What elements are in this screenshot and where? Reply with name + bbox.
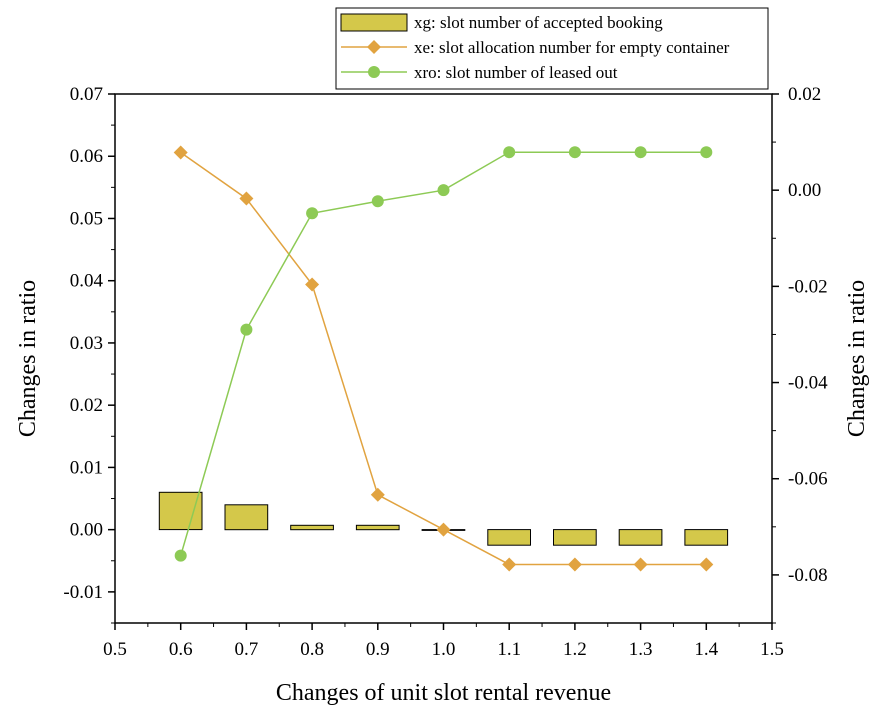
legend-box xyxy=(335,7,769,90)
x-tick-label: 0.8 xyxy=(300,639,324,660)
point-xe xyxy=(699,557,714,572)
y2-tick-label: -0.08 xyxy=(788,565,828,586)
x-tick-label: 1.4 xyxy=(694,639,718,660)
y-tick-label: 0.04 xyxy=(70,271,104,292)
x-tick-label: 1.2 xyxy=(563,639,587,660)
y-tick-label: 0.02 xyxy=(70,395,103,416)
x-tick-label: 0.6 xyxy=(169,639,193,660)
y-tick-label: 0.06 xyxy=(70,146,103,167)
point-xro xyxy=(634,146,647,159)
point-xe xyxy=(370,487,385,502)
y-tick-label: 0.01 xyxy=(70,457,103,478)
y-tick-label: -0.01 xyxy=(63,582,103,603)
point-xe xyxy=(436,522,451,537)
point-xro xyxy=(240,323,253,336)
y-tick-label: 0.00 xyxy=(70,520,103,541)
x-tick-label: 1.5 xyxy=(760,639,784,660)
point-xe xyxy=(305,277,320,292)
y-tick-label: 0.03 xyxy=(70,333,103,354)
legend-marker-xro xyxy=(368,66,380,78)
y-axis-title: Changes in ratio xyxy=(15,280,41,437)
x-tick-label: 1.1 xyxy=(497,639,521,660)
point-xro xyxy=(437,184,450,197)
y2-tick-label: 0.02 xyxy=(788,84,821,105)
bar-xg xyxy=(684,529,729,546)
bar-xg xyxy=(553,529,597,546)
lines-layer xyxy=(173,145,714,572)
point-xe xyxy=(633,557,648,572)
point-xro xyxy=(371,195,384,208)
y2-axis-title: Changes in ratio xyxy=(844,280,870,437)
y2-tick-label: -0.04 xyxy=(788,373,828,394)
point-xe xyxy=(239,191,254,206)
bar-xg xyxy=(487,529,531,546)
bar-xg xyxy=(158,491,203,531)
legend-marker-xe xyxy=(367,40,381,54)
point-xro xyxy=(306,207,319,220)
y2-tick-label: -0.02 xyxy=(788,276,828,297)
bar-xg xyxy=(618,529,663,546)
point-xro xyxy=(503,146,516,159)
point-xro xyxy=(174,549,187,562)
point-xro xyxy=(700,146,713,159)
legend-label-xg: xg: slot number of accepted booking xyxy=(414,13,663,32)
y-tick-label: 0.05 xyxy=(70,208,103,229)
series-line-xro xyxy=(179,151,707,556)
legend-label-xe: xe: slot allocation number for empty con… xyxy=(414,38,730,57)
bar-xg xyxy=(355,524,400,531)
y-tick-label: 0.07 xyxy=(70,84,103,105)
ticks-layer: 0.5 0.6 0.7 0.8 0.9 1.0 1.1 1.2 1.3 1.4 1.5 -0.01 0.… xyxy=(63,84,828,660)
legend-items: xg: slot number of accepted booking xe: s… xyxy=(340,13,730,82)
bars-layer xyxy=(158,491,729,546)
legend-swatch-xg xyxy=(340,13,408,32)
point-xro xyxy=(568,146,581,159)
y2-tick-label: -0.06 xyxy=(788,469,828,490)
point-xe xyxy=(173,145,188,160)
legend-label-xro: xro: slot number of leased out xyxy=(414,63,618,82)
plot-frame xyxy=(114,93,773,624)
bar-xg xyxy=(224,504,269,531)
x-tick-label: 1.0 xyxy=(432,639,456,660)
point-xe xyxy=(502,557,517,572)
bar-xg xyxy=(290,524,334,531)
legend: xg: slot number of accepted booking xe: s… xyxy=(335,7,769,90)
point-xe xyxy=(567,557,582,572)
x-tick-label: 0.5 xyxy=(103,639,127,660)
series-line-xe xyxy=(180,151,707,566)
y2-tick-label: 0.00 xyxy=(788,180,821,201)
x-tick-label: 0.9 xyxy=(366,639,390,660)
x-tick-label: 0.7 xyxy=(235,639,259,660)
x-tick-label: 1.3 xyxy=(629,639,653,660)
x-axis-title: Changes of unit slot rental revenue xyxy=(276,680,611,706)
